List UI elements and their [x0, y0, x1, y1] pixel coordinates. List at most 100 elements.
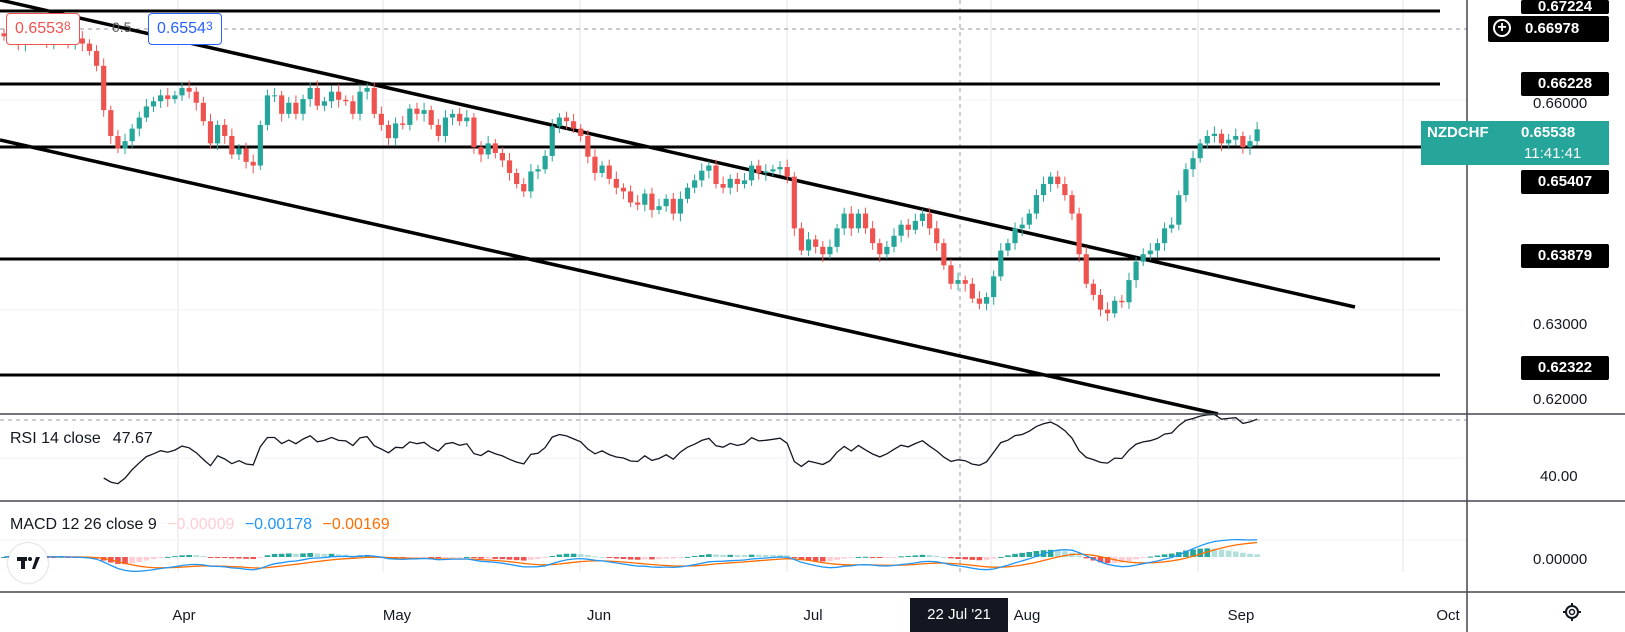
- candle-body: [1240, 136, 1246, 148]
- macd-histogram-bar: [236, 557, 242, 559]
- macd-histogram-bar: [129, 557, 135, 564]
- candle-body: [1062, 184, 1068, 196]
- macd-histogram-bar: [998, 556, 1004, 558]
- rsi-line: [103, 413, 1258, 485]
- candle: [1133, 257, 1139, 288]
- candle: [542, 150, 548, 174]
- candle-body: [86, 43, 93, 52]
- candle-body: [556, 117, 562, 127]
- macd-histogram-bar: [549, 556, 556, 558]
- macd-histogram-bar: [1247, 553, 1253, 557]
- plus-circle-icon[interactable]: +: [1493, 19, 1511, 37]
- macd-histogram-bar: [471, 557, 477, 558]
- candle-body: [941, 243, 947, 266]
- candle-body: [293, 102, 299, 114]
- candle-body: [677, 198, 683, 214]
- macd-histogram-bar: [891, 557, 897, 558]
- macd-histogram-bar: [1161, 554, 1168, 557]
- candle-body: [1190, 158, 1196, 170]
- macd-histogram-bar: [286, 553, 292, 557]
- candle: [535, 164, 541, 180]
- macd-histogram-bar: [706, 554, 712, 557]
- candle-body: [1090, 283, 1096, 295]
- candle-body: [279, 95, 285, 114]
- candle: [286, 96, 292, 119]
- candle-body: [1133, 261, 1139, 281]
- macd-histogram-bar: [1183, 550, 1189, 557]
- x-label-jul: Jul: [803, 607, 823, 624]
- candle: [357, 84, 363, 121]
- macd-legend[interactable]: MACD 12 26 close 9 −0.00009 −0.00178 −0.…: [10, 516, 390, 533]
- macd-histogram-bar: [834, 557, 840, 560]
- candle-body: [350, 101, 356, 114]
- candle-body: [549, 126, 555, 156]
- macd-histogram-bar: [585, 555, 591, 557]
- macd-histogram-bar: [314, 553, 321, 557]
- candle-body: [1, 33, 7, 37]
- chart-grid: [0, 0, 1467, 572]
- candle-body: [371, 87, 377, 114]
- macd-histogram-bar: [1104, 557, 1111, 564]
- macd-histogram-bar: [150, 557, 157, 560]
- tradingview-logo-icon[interactable]: [8, 543, 48, 583]
- candle-body: [485, 143, 491, 155]
- macd-histogram-bar: [221, 557, 228, 558]
- candle: [108, 105, 114, 144]
- candle-body: [692, 180, 698, 188]
- candle-body: [222, 124, 228, 136]
- channel-lower-line: [0, 138, 1219, 416]
- candle: [734, 172, 740, 192]
- candle: [136, 111, 142, 137]
- candle: [884, 240, 890, 259]
- macd-histogram-bar: [207, 557, 214, 558]
- candle: [122, 133, 128, 155]
- candle-body: [798, 228, 805, 251]
- candle: [784, 159, 790, 184]
- candle-body: [1154, 243, 1161, 251]
- candle-body: [236, 148, 242, 155]
- rsi-legend[interactable]: RSI 14 close 47.67: [10, 430, 153, 447]
- candle: [969, 277, 975, 303]
- macd-histogram-bar: [1126, 557, 1132, 562]
- level-label-63879: 0.63879: [1521, 244, 1609, 268]
- candle-body: [207, 121, 214, 144]
- candle-body: [1026, 213, 1032, 225]
- candle: [307, 82, 313, 107]
- candle: [371, 82, 377, 119]
- candle-body: [215, 124, 221, 144]
- ask-price-box[interactable]: 0.65543: [148, 13, 222, 45]
- candle: [1083, 246, 1089, 289]
- candle-body: [962, 280, 968, 284]
- candle: [1026, 209, 1032, 230]
- candle: [599, 161, 605, 178]
- candle: [1176, 190, 1182, 231]
- macd-histogram-bar: [1005, 555, 1011, 557]
- candle-body: [805, 239, 812, 251]
- candle-body: [321, 101, 327, 106]
- level-label-top: 0.67224: [1521, 0, 1609, 14]
- candle: [919, 209, 926, 227]
- candle: [421, 102, 427, 122]
- candle: [656, 198, 662, 215]
- candle: [592, 149, 598, 181]
- candle: [1033, 189, 1039, 220]
- candle: [1147, 243, 1153, 260]
- candle-body: [1161, 228, 1168, 244]
- candle-body: [471, 117, 477, 148]
- candle: [862, 207, 869, 234]
- x-label-oct: Oct: [1436, 607, 1460, 624]
- candle-body: [919, 213, 926, 221]
- candle-body: [813, 239, 819, 247]
- candle: [741, 172, 748, 189]
- candle-body: [613, 178, 619, 188]
- bid-price-box[interactable]: 0.65538: [6, 13, 80, 45]
- level-label-65407: 0.65407: [1521, 170, 1609, 194]
- candle: [898, 220, 904, 243]
- crosshair-price-label[interactable]: + 0.66978: [1488, 16, 1609, 42]
- candle: [200, 96, 206, 126]
- gear-icon[interactable]: [1562, 602, 1582, 622]
- candle-body: [499, 152, 505, 161]
- candle-body: [1247, 141, 1253, 148]
- candle: [521, 178, 527, 197]
